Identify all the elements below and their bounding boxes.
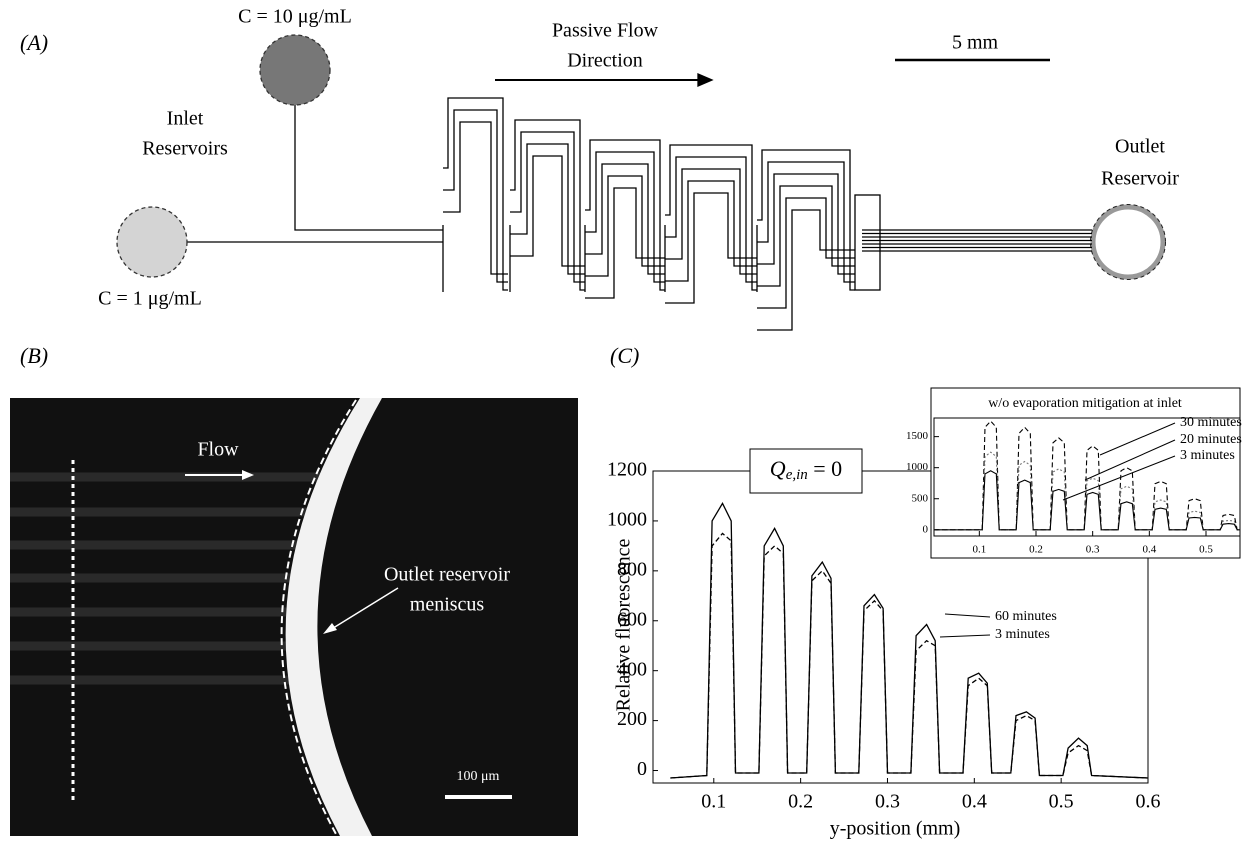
- annotation: Qe,in = 0: [750, 449, 862, 493]
- inset-background: [931, 388, 1240, 558]
- panel-label: (C): [610, 343, 639, 368]
- serpentine-channel: [443, 122, 508, 274]
- series-label: 60 minutes: [995, 609, 1057, 624]
- series-label: 30 minutes: [1180, 415, 1242, 430]
- leader-line: [945, 614, 990, 617]
- y-tick-label: 600: [617, 608, 647, 630]
- reservoir-label: C = 10 μg/mL: [238, 6, 352, 28]
- y-tick-label: 1200: [607, 459, 647, 481]
- serpentine-channel: [757, 210, 855, 330]
- serpentine-channel: [585, 140, 665, 290]
- x-tick-label: 0.2: [788, 791, 813, 813]
- reservoir-label: C = 1 μg/mL: [98, 288, 202, 310]
- y-tick-label: 0: [923, 523, 929, 535]
- serpentine-channel: [585, 176, 665, 276]
- inlet-label: Reservoirs: [142, 138, 228, 160]
- series-label: 3 minutes: [1180, 448, 1235, 463]
- series-label: 3 minutes: [995, 627, 1050, 642]
- serpentine-channel: [757, 186, 855, 286]
- panel-label: (A): [20, 30, 48, 55]
- collector: [855, 195, 880, 290]
- chart-inset: 0.1 0.2 0.3 0.4 0.5 0 500 1000 1500 w/o evaporati…: [906, 388, 1242, 558]
- leader-line: [940, 635, 990, 637]
- meniscus-label: meniscus: [410, 594, 485, 616]
- x-tick-label: 0.5: [1049, 791, 1074, 813]
- inlet-label: Inlet: [167, 108, 204, 130]
- y-tick-label: 1000: [906, 461, 929, 473]
- inset-title: w/o evaporation mitigation at inlet: [988, 396, 1182, 411]
- serpentine-channel: [665, 157, 757, 282]
- annotation-subscript: e,in: [786, 467, 808, 483]
- serpentine-channel: [585, 188, 665, 298]
- serpentine-channel: [665, 181, 757, 281]
- outlet-label: Reservoir: [1101, 168, 1179, 190]
- serpentine-channel: [443, 98, 508, 290]
- annotation-rest: = 0: [808, 456, 842, 481]
- device-diagram: [117, 35, 1166, 330]
- y-tick-label: 400: [617, 658, 647, 680]
- scale-label: 100 μm: [457, 769, 500, 784]
- x-tick-label: 0.3: [875, 791, 900, 813]
- y-tick-label: 500: [912, 492, 929, 504]
- annotation-symbol: Q: [770, 456, 786, 481]
- x-tick-label: 0.3: [1086, 544, 1100, 556]
- x-tick-label: 0.2: [1029, 544, 1043, 556]
- y-tick-label: 0: [637, 758, 647, 780]
- serpentine-channel: [443, 110, 508, 282]
- x-axis-label: y-position (mm): [830, 818, 961, 840]
- y-tick-label: 1000: [607, 509, 647, 531]
- reservoir-high: [260, 35, 330, 105]
- x-tick-label: 0.4: [1142, 544, 1156, 556]
- y-tick-label: 800: [617, 558, 647, 580]
- reservoir-low: [117, 207, 187, 277]
- x-tick-label: 0.1: [701, 791, 726, 813]
- scale-label: 5 mm: [952, 32, 999, 54]
- x-tick-label: 0.4: [962, 791, 987, 813]
- flow-label: Direction: [567, 50, 643, 72]
- outlet-reservoir: [1093, 207, 1163, 277]
- serpentine-channel: [665, 145, 757, 290]
- panel-label: (B): [20, 343, 48, 368]
- figure: (A) (B) (C) C = 10 μg/mL C = 1 μg/mL Inl…: [0, 0, 1242, 845]
- serpentine-channel: [510, 132, 585, 282]
- flow-label: Passive Flow: [552, 20, 659, 42]
- serpentine-channel: [585, 152, 665, 282]
- outlet-label: Outlet: [1115, 136, 1165, 158]
- x-tick-label: 0.6: [1136, 791, 1161, 813]
- serpentine-channel: [665, 193, 757, 303]
- y-tick-label: 1500: [906, 430, 929, 442]
- y-tick-label: 200: [617, 708, 647, 730]
- serpentine-channel: [757, 174, 855, 274]
- series-label: 20 minutes: [1180, 432, 1242, 447]
- channel: [295, 105, 443, 230]
- x-tick-label: 0.5: [1199, 544, 1213, 556]
- series-line: [670, 533, 1148, 778]
- serpentine-channel: [757, 150, 855, 290]
- serpentine-channel: [757, 198, 855, 308]
- flow-arrowhead: [698, 74, 712, 86]
- x-tick-label: 0.1: [972, 544, 986, 556]
- flow-label: Flow: [197, 439, 239, 461]
- meniscus-label: Outlet reservoir: [384, 564, 510, 586]
